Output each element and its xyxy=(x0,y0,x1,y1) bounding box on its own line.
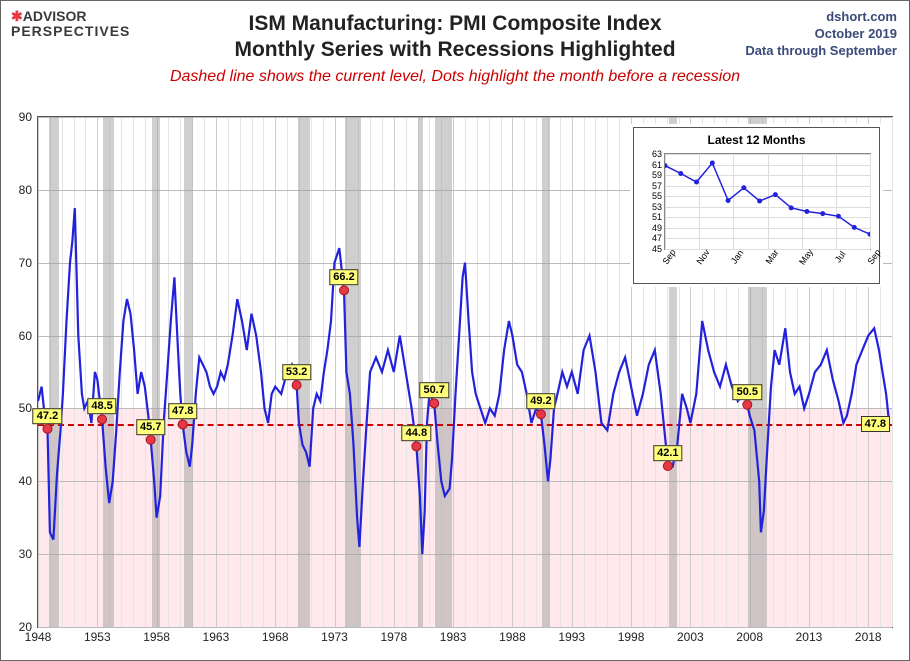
inset-dot xyxy=(820,211,825,216)
site-name: dshort.com xyxy=(745,9,897,26)
y-tick: 40 xyxy=(4,474,32,488)
inset-ytick: 51 xyxy=(652,212,662,222)
inset-dot xyxy=(773,192,778,197)
logo-line1: ADVISOR xyxy=(23,8,87,24)
dot-label: 45.7 xyxy=(136,419,165,435)
y-tick: 70 xyxy=(4,256,32,270)
recession-dot xyxy=(663,461,672,470)
inset-ytick: 49 xyxy=(652,223,662,233)
inset-dot xyxy=(757,198,762,203)
x-tick: 1958 xyxy=(143,630,170,644)
x-tick: 1993 xyxy=(558,630,585,644)
inset-xtick: Jul xyxy=(833,249,848,264)
dot-label: 49.2 xyxy=(526,393,555,409)
inset-dot xyxy=(726,198,731,203)
inset-ytick: 53 xyxy=(652,202,662,212)
x-tick: 1988 xyxy=(499,630,526,644)
x-tick: 2018 xyxy=(855,630,882,644)
inset-dot xyxy=(852,225,857,230)
inset-xtick: Mar xyxy=(763,248,780,266)
dot-label: 47.2 xyxy=(33,408,62,424)
recession-dot xyxy=(412,442,421,451)
recession-dot xyxy=(292,381,301,390)
recession-dot xyxy=(43,424,52,433)
inset-ytick: 61 xyxy=(652,160,662,170)
recession-dot xyxy=(743,400,752,409)
inset-ytick: 59 xyxy=(652,170,662,180)
subtitle: Dashed line shows the current level, Dot… xyxy=(1,68,909,86)
inset-xtick: Sep xyxy=(660,247,677,266)
recession-dot xyxy=(146,435,155,444)
inset-xtick: Jan xyxy=(729,248,746,266)
x-tick: 1983 xyxy=(440,630,467,644)
x-tick: 1998 xyxy=(618,630,645,644)
recession-dot xyxy=(178,420,187,429)
inset-title: Latest 12 Months xyxy=(634,128,879,147)
logo: ✱ADVISOR PERSPECTIVES xyxy=(11,9,130,40)
inset-dot xyxy=(741,185,746,190)
recession-dot xyxy=(430,399,439,408)
x-tick: 1973 xyxy=(321,630,348,644)
x-tick: 1978 xyxy=(380,630,407,644)
inset-ytick: 57 xyxy=(652,181,662,191)
dot-label: 53.2 xyxy=(282,364,311,380)
date-text: October 2019 xyxy=(745,26,897,43)
x-tick: 2008 xyxy=(736,630,763,644)
inset-ytick: 63 xyxy=(652,149,662,159)
y-tick: 20 xyxy=(4,620,32,634)
x-tick: 1968 xyxy=(262,630,289,644)
y-tick: 90 xyxy=(4,110,32,124)
recession-dot xyxy=(340,286,349,295)
header-right: dshort.com October 2019 Data through Sep… xyxy=(745,9,897,60)
dot-label: 42.1 xyxy=(653,445,682,461)
inset-plot: 45474951535557596163SepNovJanMarMayJulSe… xyxy=(664,153,871,250)
logo-line2: PERSPECTIVES xyxy=(11,23,130,39)
dot-label: 47.8 xyxy=(168,404,197,420)
current-value-label: 47.8 xyxy=(861,416,890,432)
inset-ytick: 55 xyxy=(652,191,662,201)
dot-label: 44.8 xyxy=(402,426,431,442)
recession-dot xyxy=(98,415,107,424)
inset-xtick: Nov xyxy=(695,247,712,266)
inset-dot xyxy=(804,209,809,214)
dot-label: 50.5 xyxy=(733,384,762,400)
data-note: Data through September xyxy=(745,43,897,60)
y-tick: 60 xyxy=(4,329,32,343)
x-tick: 1963 xyxy=(203,630,230,644)
inset-ytick: 45 xyxy=(652,244,662,254)
inset-dot xyxy=(678,171,683,176)
x-tick: 2013 xyxy=(796,630,823,644)
y-tick: 80 xyxy=(4,183,32,197)
dot-label: 66.2 xyxy=(329,270,358,286)
inset-dot xyxy=(710,160,715,165)
y-tick: 30 xyxy=(4,547,32,561)
x-tick: 2003 xyxy=(677,630,704,644)
dot-label: 48.5 xyxy=(87,399,116,415)
inset-ytick: 47 xyxy=(652,233,662,243)
main-chart: 1948195319581963196819731978198319881993… xyxy=(37,116,893,628)
x-tick: 1953 xyxy=(84,630,111,644)
y-tick: 50 xyxy=(4,401,32,415)
dot-label: 50.7 xyxy=(419,383,448,399)
inset-line xyxy=(665,163,870,234)
recession-dot xyxy=(536,410,545,419)
inset-dot xyxy=(694,179,699,184)
inset-chart: Latest 12 Months45474951535557596163SepN… xyxy=(633,127,880,284)
inset-dot xyxy=(789,205,794,210)
inset-dot xyxy=(836,214,841,219)
